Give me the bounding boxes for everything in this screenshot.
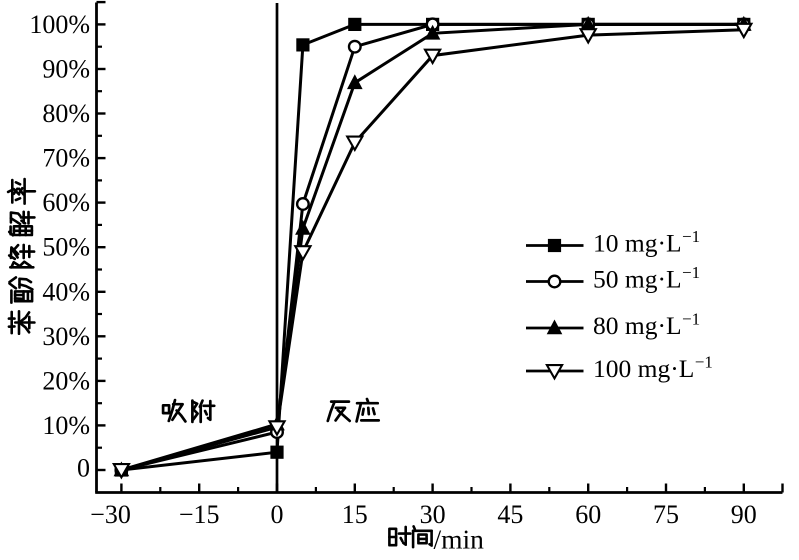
svg-text:90%: 90% — [42, 55, 90, 84]
svg-text:100 mg·L−1: 100 mg·L−1 — [593, 353, 713, 384]
svg-text:−30: −30 — [90, 500, 131, 529]
svg-text:50%: 50% — [42, 233, 90, 262]
svg-text:30%: 30% — [42, 322, 90, 351]
svg-text:20%: 20% — [42, 366, 90, 395]
svg-text:−15: −15 — [179, 500, 220, 529]
svg-text:60: 60 — [575, 500, 601, 529]
svg-text:75: 75 — [653, 500, 679, 529]
svg-text:60%: 60% — [42, 188, 90, 217]
svg-text:0: 0 — [77, 454, 90, 483]
svg-text:100%: 100% — [29, 10, 90, 39]
svg-text:45: 45 — [497, 500, 523, 529]
svg-text:10%: 10% — [42, 411, 90, 440]
svg-text:70%: 70% — [42, 144, 90, 173]
svg-text:80%: 80% — [42, 99, 90, 128]
svg-text:15: 15 — [342, 500, 368, 529]
svg-text:40%: 40% — [42, 277, 90, 306]
svg-text:0: 0 — [271, 500, 284, 529]
svg-text:/min: /min — [434, 524, 485, 555]
svg-text:30: 30 — [420, 500, 446, 529]
svg-text:90: 90 — [731, 500, 757, 529]
